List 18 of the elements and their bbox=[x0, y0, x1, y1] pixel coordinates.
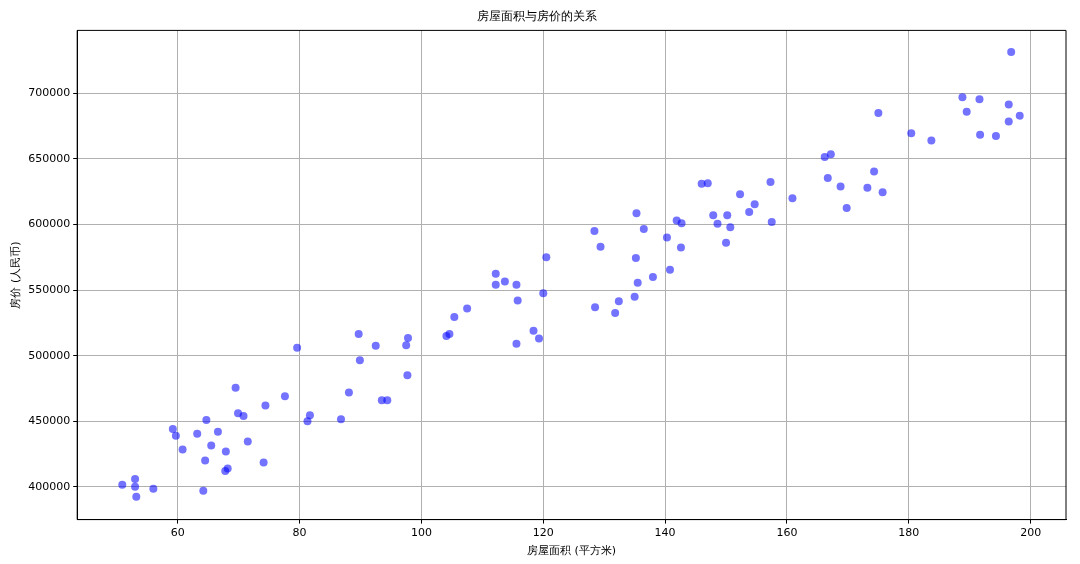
x-tick-label: 100 bbox=[410, 526, 432, 540]
x-tick-label: 180 bbox=[898, 526, 920, 540]
y-tick-label: 400000 bbox=[28, 479, 71, 493]
x-axis-title: 房屋面积 (平方米) bbox=[527, 544, 617, 558]
y-axis-title: 房价 (人民币) bbox=[9, 241, 23, 309]
y-tick-label: 600000 bbox=[28, 217, 71, 231]
x-tick-label: 140 bbox=[654, 526, 676, 540]
y-tick-label: 650000 bbox=[28, 151, 71, 165]
y-tick-label: 550000 bbox=[28, 282, 71, 296]
y-tick-label: 450000 bbox=[28, 414, 71, 428]
x-tick-label: 80 bbox=[292, 526, 307, 540]
x-tick-label: 120 bbox=[532, 526, 554, 540]
x-tick-label: 60 bbox=[170, 526, 185, 540]
y-tick-label: 500000 bbox=[28, 348, 71, 362]
x-tick-label: 200 bbox=[1020, 526, 1042, 540]
chart-title: 房屋面积与房价的关系 bbox=[477, 9, 597, 24]
x-tick-label: 160 bbox=[776, 526, 798, 540]
y-tick-label: 700000 bbox=[28, 86, 71, 100]
